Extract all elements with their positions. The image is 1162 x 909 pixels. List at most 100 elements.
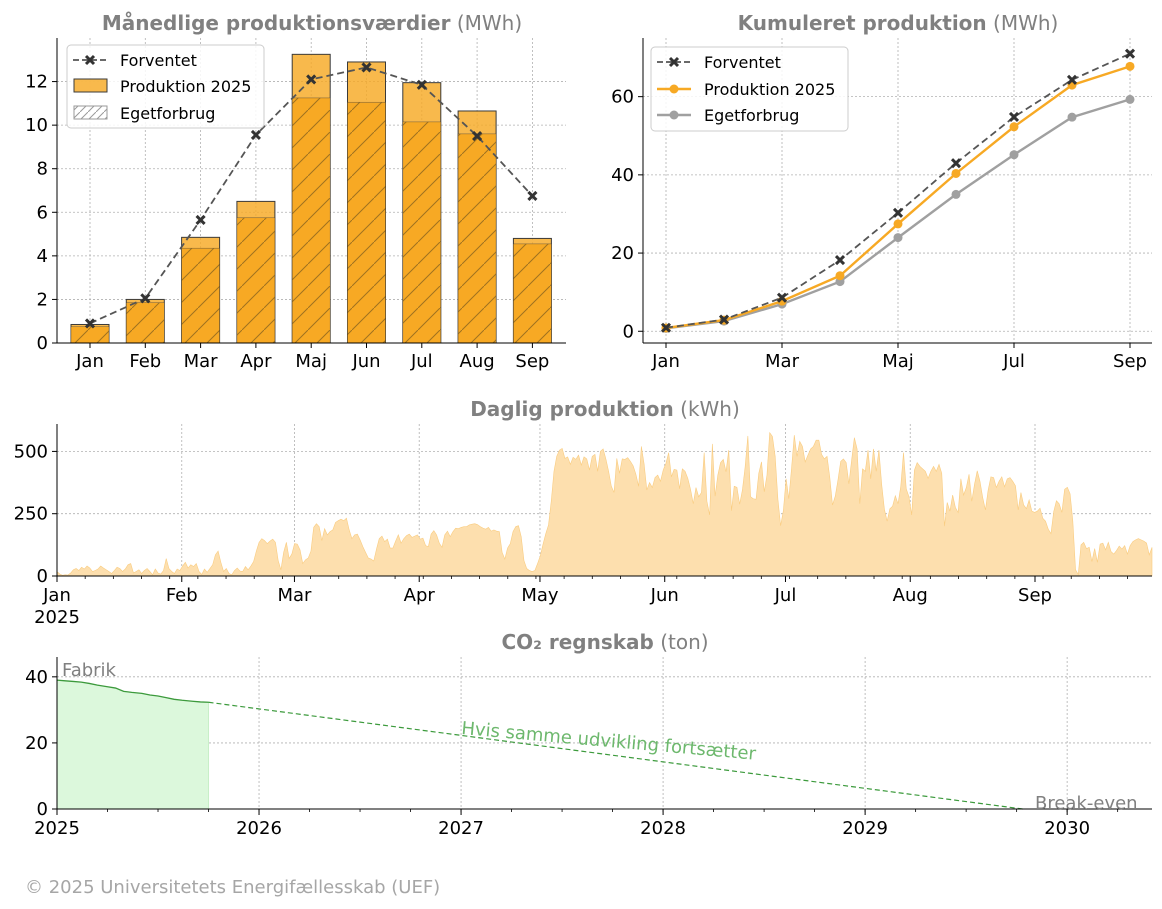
legend-swatch <box>669 84 679 94</box>
marker-stroke <box>892 207 904 218</box>
marker-stroke <box>718 314 730 325</box>
y-tick-label: 8 <box>37 159 48 180</box>
marker-stroke <box>1124 48 1136 59</box>
y-tick-label: 12 <box>25 72 48 93</box>
legend-label: Forventet <box>704 53 781 72</box>
marker-stroke <box>361 62 372 73</box>
legend-swatch <box>669 110 679 120</box>
data-point <box>1009 150 1019 160</box>
marker-stroke <box>140 293 151 304</box>
legend-swatch <box>73 78 108 93</box>
x-tick-label: Jan <box>75 351 104 372</box>
legend-swatch <box>73 105 108 120</box>
legend-box <box>650 46 849 132</box>
cumulative-chart: 0 20 40 60 Jan Mar Maj Jul Sep <box>611 38 1152 372</box>
x-tick-label: Apr <box>240 351 272 372</box>
x-tick-label: Sep <box>515 351 549 372</box>
legend-label: Produktion 2025 <box>704 80 835 99</box>
daily-chart: 0 250 500 Jan Feb Mar Apr May Jun Jul Aug Sep 2025 <box>14 424 1153 628</box>
daily-title: Daglig produktion (kWh) <box>470 397 740 421</box>
data-point <box>1008 111 1020 123</box>
data-point <box>951 189 961 199</box>
x-tick-label: Maj <box>882 351 914 372</box>
x-tick-label: Mar <box>765 351 800 372</box>
x-tick-label: Maj <box>295 351 327 372</box>
projection-line <box>208 701 1023 810</box>
data-point <box>950 158 962 169</box>
x-tick-label: Feb <box>166 585 198 606</box>
self-consumption-hatch <box>71 326 109 343</box>
cumulative-legend: Forventet Produktion 2025 Egetforbrug <box>650 46 849 132</box>
data-point <box>718 314 730 325</box>
y-tick-label: 250 <box>14 504 48 525</box>
marker-stroke <box>834 255 846 266</box>
monthly-chart: 0 2 4 6 8 10 12 Jan Feb Mar Apr Maj Jun Jul Aug Sep <box>25 38 566 372</box>
cumulative-title: Kumuleret produktion (MWh) <box>738 11 1059 35</box>
data-point <box>776 292 788 303</box>
expected-point <box>84 318 96 329</box>
data-point <box>660 322 672 333</box>
y-tick-label: 20 <box>611 243 634 264</box>
self-consumption-hatch <box>458 133 497 343</box>
data-point <box>1067 112 1077 122</box>
co2-chart: 0 20 40 2025 2026 2027 2028 2029 2030 Fabrik Hvis … <box>25 657 1152 839</box>
factory-annotation: Fabrik <box>62 660 117 681</box>
marker-stroke <box>84 318 96 329</box>
self-consumption-hatch <box>402 121 441 343</box>
copyright-footer: © 2025 Universitetets Energifællesskab (… <box>25 877 441 898</box>
marker-stroke <box>668 56 680 68</box>
y-tick-label: 0 <box>37 333 48 354</box>
marker-stroke <box>950 158 962 169</box>
y-tick-label: 40 <box>25 667 48 688</box>
self-consumption-hatch <box>292 97 331 344</box>
marker-stroke <box>416 79 427 90</box>
data-point <box>892 207 904 218</box>
co2-title: CO₂ regnskab (ton) <box>501 630 708 654</box>
expected-point <box>250 129 261 141</box>
expected-point <box>472 130 483 142</box>
expected-point <box>195 214 206 225</box>
monthly-legend: Forventet Produktion 2025 Egetforbrug <box>66 44 265 129</box>
self-consumption-hatch <box>126 302 165 343</box>
x-tick-label: Mar <box>184 351 219 372</box>
legend-swatch <box>668 56 680 68</box>
x-tick-label: Aug <box>460 351 495 372</box>
data-point <box>1125 94 1135 104</box>
expected-point <box>140 293 151 304</box>
x-tick-label: Jul <box>774 585 797 606</box>
data-point <box>893 219 903 229</box>
expected-point <box>361 62 372 73</box>
y-tick-label: 4 <box>37 246 48 267</box>
self-consumption-hatch <box>513 243 552 343</box>
y-tick-label: 20 <box>25 733 48 754</box>
marker-stroke <box>84 54 96 66</box>
data-point <box>835 271 845 281</box>
y-tick-label: 60 <box>611 87 634 108</box>
x-tick-label: May <box>521 585 559 606</box>
break-even-annotation: Break-even <box>1035 793 1138 814</box>
y-tick-label: 2 <box>37 289 48 310</box>
daily-area <box>56 431 1153 577</box>
marker-stroke <box>776 292 788 303</box>
x-tick-label: Feb <box>129 351 161 372</box>
x-tick-label: Jun <box>650 585 679 606</box>
data-point <box>1066 74 1078 85</box>
expected-point <box>527 190 538 202</box>
x-tick-label: Jul <box>410 351 433 372</box>
self-consumption-hatch <box>236 217 275 343</box>
x-tick-label: Aug <box>893 585 928 606</box>
marker-stroke <box>250 129 261 141</box>
x-tick-label: Jan <box>651 351 680 372</box>
data-point <box>893 233 903 243</box>
data-point <box>951 168 961 178</box>
y-tick-label: 10 <box>25 115 48 136</box>
x-tick-label: 2026 <box>236 818 282 839</box>
y-tick-label: 40 <box>611 165 634 186</box>
x-tick-label: 2030 <box>1044 818 1090 839</box>
marker-stroke <box>660 322 672 333</box>
marker-stroke <box>472 130 483 142</box>
legend-box <box>66 44 265 129</box>
y-tick-label: 500 <box>14 441 48 462</box>
data-point <box>1009 122 1019 132</box>
